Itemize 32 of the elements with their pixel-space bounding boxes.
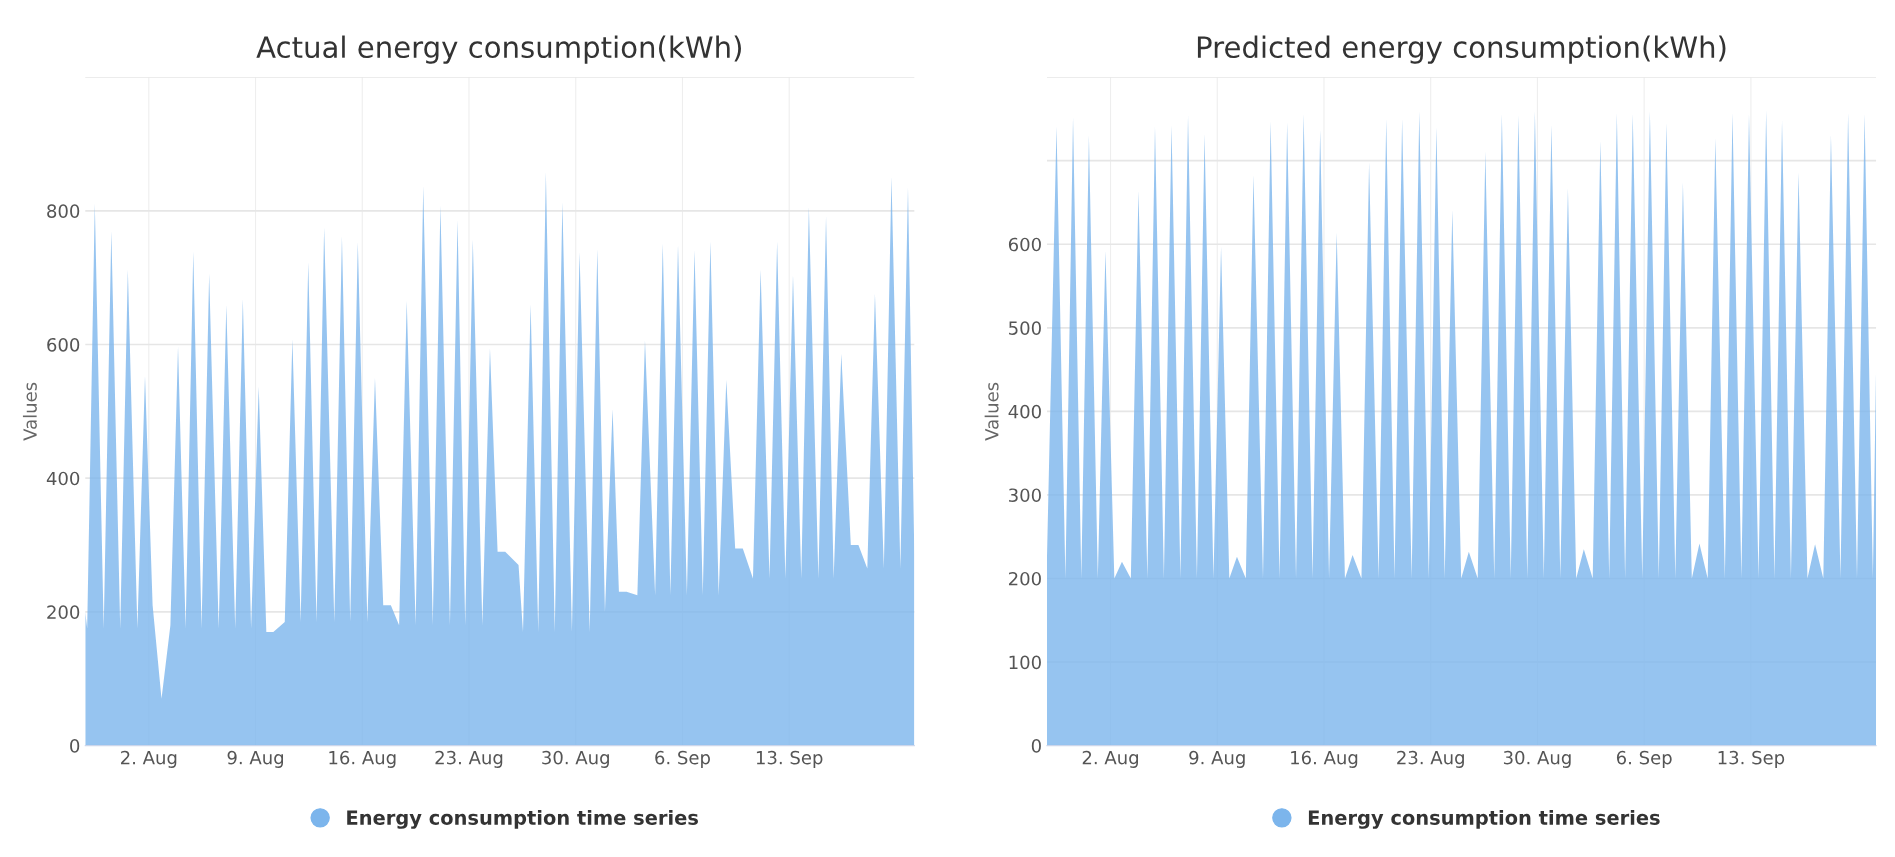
y-axis-title: Values [22,382,37,441]
y-tick-label: 400 [1008,404,1041,419]
legend-label: Energy consumption time series [1308,809,1660,829]
x-tick-label: 2. Aug [1082,750,1138,768]
x-tick-label: 23. Aug [435,750,503,768]
x-tick-label: 13. Sep [756,750,823,768]
y-tick-label: 0 [1031,739,1041,753]
y-tick-label: 200 [1008,571,1041,586]
y-tick-label: 100 [1009,655,1041,670]
chart-title: Actual energy consumption(kWh) [256,35,741,64]
y-tick-label: 400 [46,471,80,486]
y-tick-label: 800 [47,204,80,218]
y-tick-label: 600 [47,337,80,352]
x-tick-label: 6. Sep [1616,750,1672,768]
x-tick-label: 30. Aug [1503,750,1571,768]
y-tick-label: 0 [70,739,80,753]
x-tick-label: 23. Aug [1397,750,1464,768]
y-tick-label: 500 [1009,321,1041,335]
chart-title: Predicted energy consumption(kWh) [1197,35,1726,64]
x-tick-label: 2. Aug [121,750,177,768]
x-tick-label: 16. Aug [329,750,396,768]
x-tick-label: 13. Sep [1718,750,1785,768]
x-tick-label: 16. Aug [1291,750,1358,768]
legend-label: Energy consumption time series [347,809,698,829]
y-tick-label: 300 [1009,488,1041,503]
y-tick-label: 600 [1008,237,1041,252]
x-tick-label: 9. Aug [227,750,284,768]
y-tick-label: 200 [47,605,80,620]
x-tick-label: 6. Sep [655,750,710,768]
y-axis-title: Values [984,382,999,441]
x-tick-label: 30. Aug [542,750,609,768]
x-tick-label: 9. Aug [1189,750,1245,768]
